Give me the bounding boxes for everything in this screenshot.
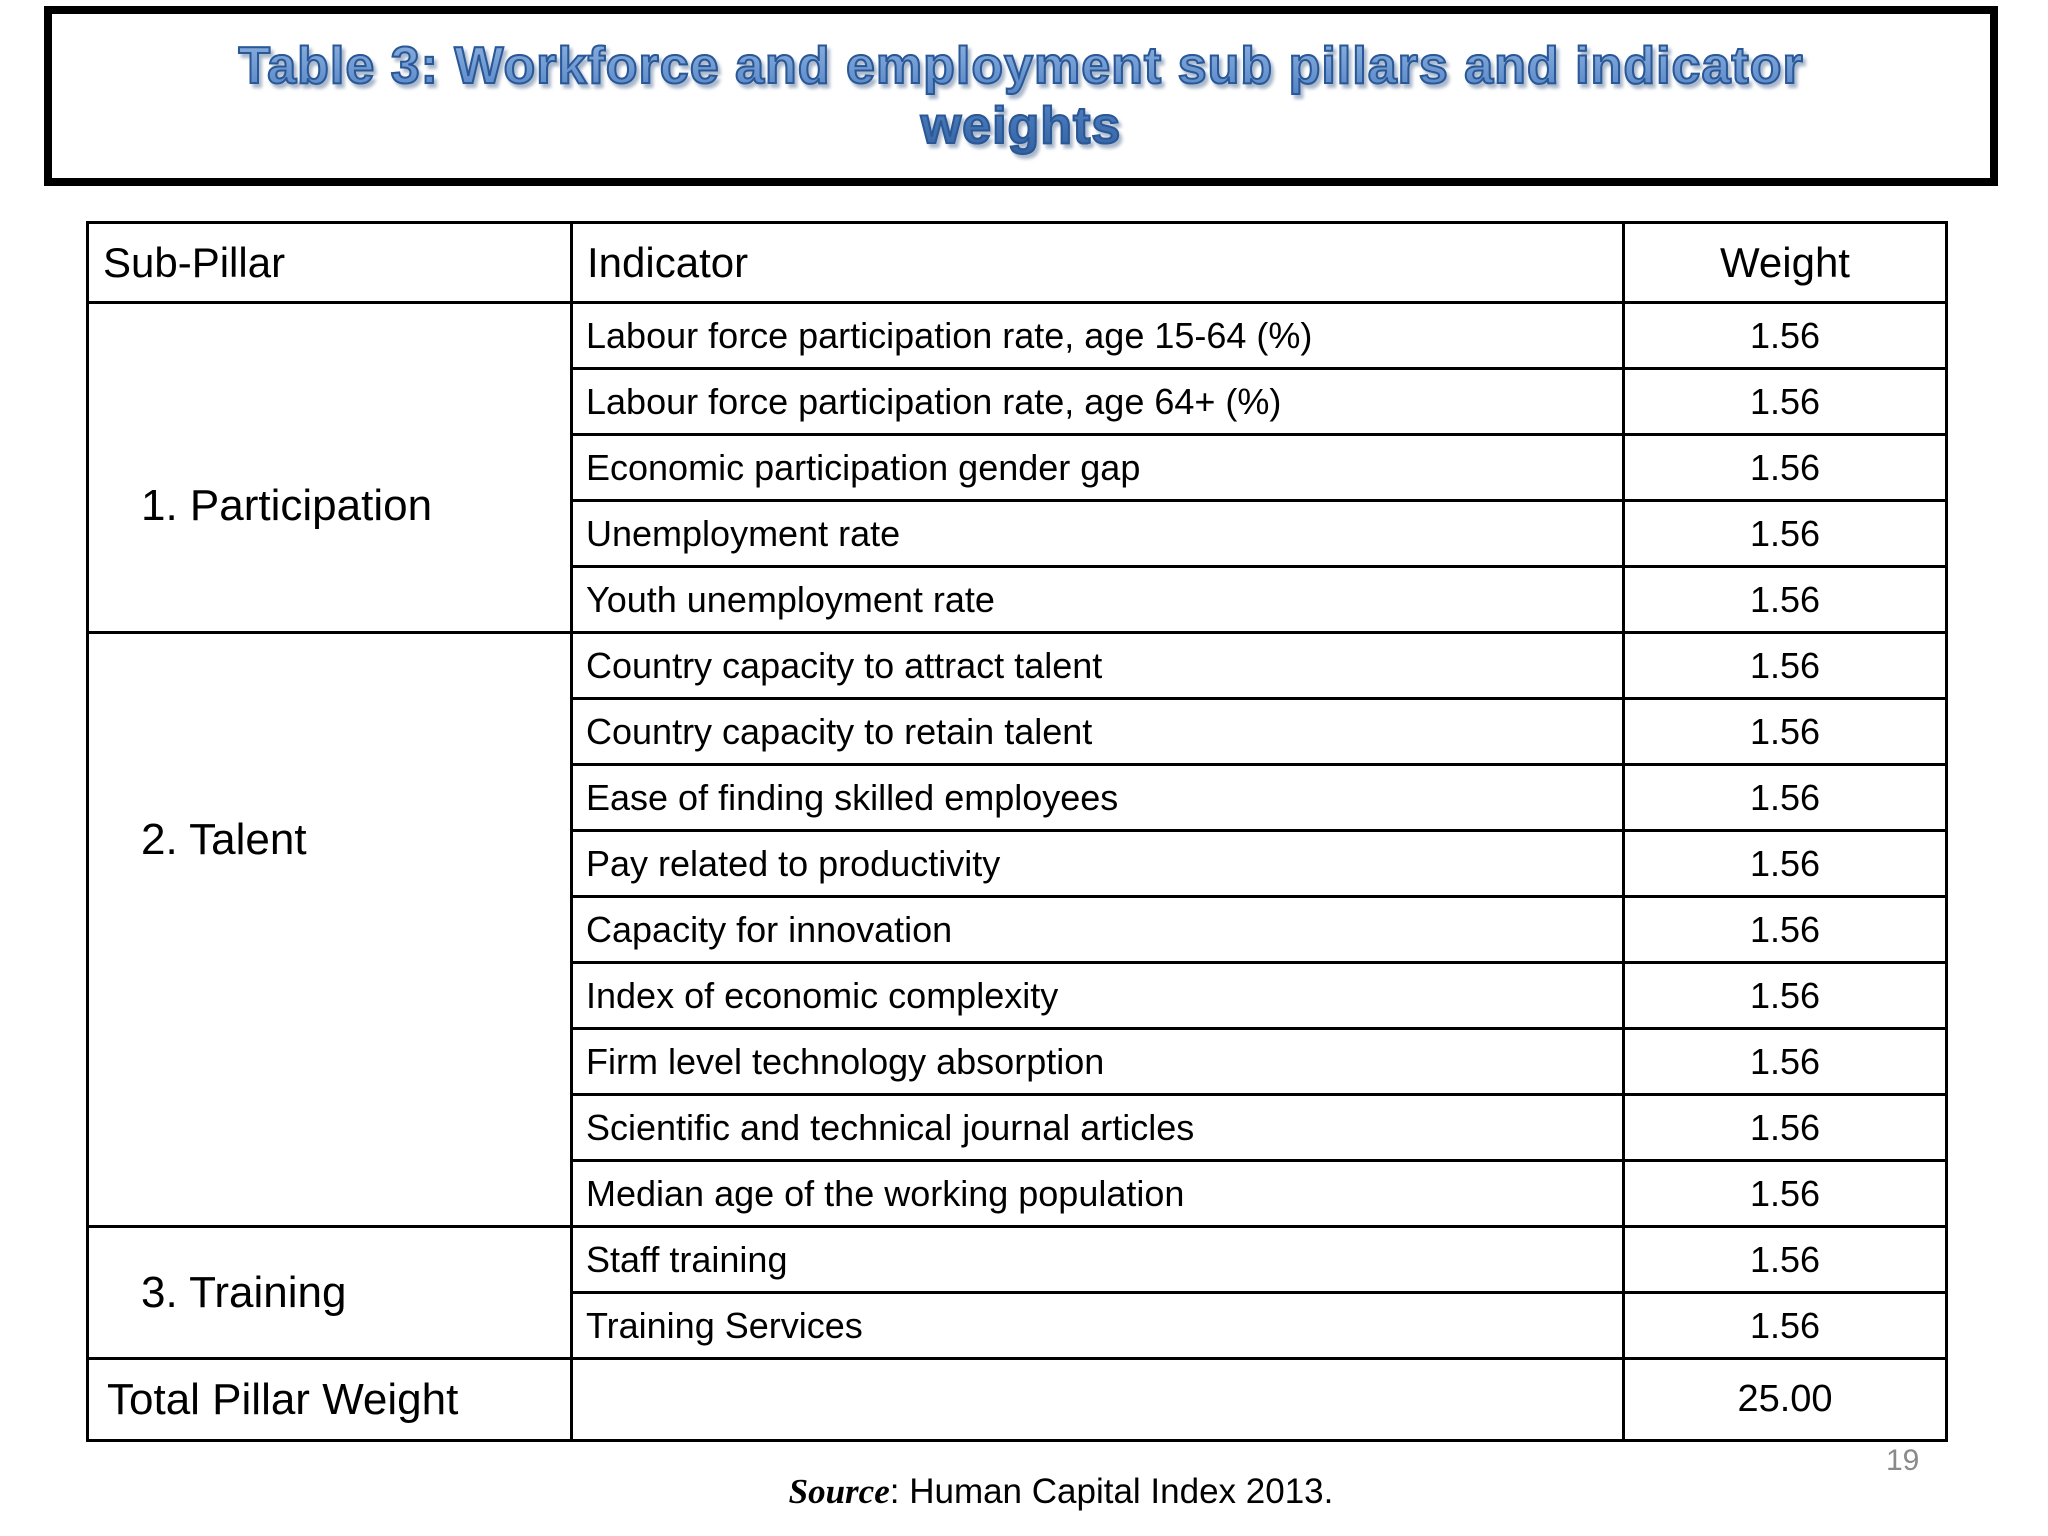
weight-cell: 1.56 bbox=[1622, 1027, 1948, 1096]
sub-pillar-label: 1. Participation bbox=[141, 480, 433, 530]
source-text: : Human Capital Index 2013. bbox=[889, 1472, 1334, 1511]
title-box: Table 3: Workforce and employment sub pi… bbox=[44, 6, 1998, 186]
table-row: Capacity for innovation 1.56 bbox=[88, 895, 1948, 964]
table-row: Scientific and technical journal article… bbox=[88, 1093, 1948, 1162]
table-header-row: Sub-Pillar Indicator Weight bbox=[86, 221, 1948, 304]
table-row: Index of economic complexity 1.56 bbox=[88, 961, 1948, 1030]
slide-title-line1: Table 3: Workforce and employment sub pi… bbox=[237, 36, 1804, 96]
indicator-cell: Pay related to productivity bbox=[570, 829, 1625, 898]
table-row: Firm level technology absorption 1.56 bbox=[88, 1027, 1948, 1096]
table-row: Economic participation gender gap 1.56 bbox=[88, 433, 1948, 502]
weight-cell: 1.56 bbox=[1622, 763, 1948, 832]
table-row: Median age of the working population 1.56 bbox=[88, 1159, 1948, 1228]
header-sub-pillar: Sub-Pillar bbox=[86, 221, 573, 304]
indicator-cell: Staff training bbox=[570, 1225, 1625, 1294]
table-row: Youth unemployment rate 1.56 bbox=[88, 565, 1948, 634]
sub-pillar-label: 3. Training bbox=[141, 1267, 347, 1317]
total-weight-cell: 25.00 bbox=[1622, 1357, 1948, 1442]
table-row: Ease of finding skilled employees 1.56 bbox=[88, 763, 1948, 832]
slide-title-line2: weights bbox=[920, 96, 1122, 156]
table-row: Labour force participation rate, age 64+… bbox=[88, 367, 1948, 436]
table-row: Unemployment rate 1.56 bbox=[88, 499, 1948, 568]
indicator-cell: Training Services bbox=[570, 1291, 1625, 1360]
indicator-cell: Capacity for innovation bbox=[570, 895, 1625, 964]
table-row: 2. Talent Country capacity to attract tal… bbox=[86, 631, 1948, 1228]
table-header: Sub-Pillar Indicator Weight bbox=[86, 221, 1948, 304]
indicator-cell: Median age of the working population bbox=[570, 1159, 1625, 1228]
page-number: 19 bbox=[1886, 1444, 1920, 1477]
total-label-cell: Total Pillar Weight bbox=[86, 1357, 573, 1442]
weight-cell: 1.56 bbox=[1622, 301, 1948, 370]
header-weight: Weight bbox=[1622, 221, 1948, 304]
sub-pillar-cell: 1. Participation bbox=[86, 301, 573, 634]
table-row: Country capacity to retain talent 1.56 bbox=[88, 697, 1948, 766]
sub-pillar-cell: 2. Talent bbox=[86, 631, 573, 1228]
table-row: 1. Participation Labour force participati… bbox=[86, 301, 1948, 634]
table-body: 1. Participation Labour force participati… bbox=[86, 301, 1948, 1442]
weight-cell: 1.56 bbox=[1622, 829, 1948, 898]
indicator-cell: Youth unemployment rate bbox=[570, 565, 1625, 634]
weight-cell: 1.56 bbox=[1622, 697, 1948, 766]
indicator-cell: Index of economic complexity bbox=[570, 961, 1625, 1030]
weight-cell: 1.56 bbox=[1622, 895, 1948, 964]
weight-cell: 1.56 bbox=[1622, 1291, 1948, 1360]
indicator-cell: Scientific and technical journal article… bbox=[570, 1093, 1625, 1162]
total-empty-cell bbox=[570, 1357, 1625, 1442]
weight-cell: 1.56 bbox=[1622, 433, 1948, 502]
header-indicator: Indicator bbox=[570, 221, 1625, 304]
weight-cell: 1.56 bbox=[1622, 367, 1948, 436]
weight-cell: 1.56 bbox=[1622, 565, 1948, 634]
indicator-cell: Ease of finding skilled employees bbox=[570, 763, 1625, 832]
weights-table: Sub-Pillar Indicator Weight 1. Participa… bbox=[86, 221, 1948, 1442]
indicator-cell: Unemployment rate bbox=[570, 499, 1625, 568]
source-note: Source: Human Capital Index 2013. bbox=[0, 1472, 2048, 1512]
weight-cell: 1.56 bbox=[1622, 1093, 1948, 1162]
sub-pillar-cell: 3. Training bbox=[86, 1225, 573, 1360]
weight-cell: 1.56 bbox=[1622, 631, 1948, 700]
weight-cell: 1.56 bbox=[1622, 961, 1948, 1030]
indicator-cell: Firm level technology absorption bbox=[570, 1027, 1625, 1096]
total-row: Total Pillar Weight 25.00 bbox=[86, 1357, 1948, 1442]
weight-cell: 1.56 bbox=[1622, 499, 1948, 568]
table-row: Training Services 1.56 bbox=[88, 1291, 1948, 1360]
sub-pillar-label: 2. Talent bbox=[141, 814, 307, 864]
indicator-cell: Labour force participation rate, age 15-… bbox=[570, 301, 1625, 370]
slide-title: Table 3: Workforce and employment sub pi… bbox=[237, 36, 1804, 156]
indicator-cell: Country capacity to attract talent bbox=[570, 631, 1625, 700]
table-row: 3. Training Staff training 1.56 bbox=[86, 1225, 1948, 1360]
source-label: Source bbox=[788, 1472, 890, 1511]
weight-cell: 1.56 bbox=[1622, 1225, 1948, 1294]
indicator-cell: Economic participation gender gap bbox=[570, 433, 1625, 502]
table-row: Pay related to productivity 1.56 bbox=[88, 829, 1948, 898]
indicator-cell: Labour force participation rate, age 64+… bbox=[570, 367, 1625, 436]
weight-cell: 1.56 bbox=[1622, 1159, 1948, 1228]
indicator-cell: Country capacity to retain talent bbox=[570, 697, 1625, 766]
